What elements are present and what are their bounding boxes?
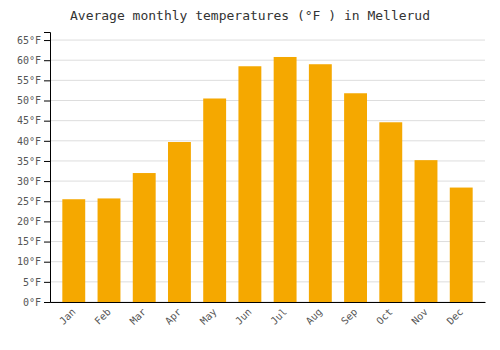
x-tick-label: Aug [304,306,325,327]
bar [238,66,261,302]
x-tick: Dec [445,306,466,327]
x-tick: Feb [92,306,113,327]
y-tick-mark [44,302,50,303]
y-tick-mark [44,101,50,102]
y-tick-mark [44,161,50,162]
y-tick-label: 35°F [17,156,41,167]
x-tick-label: Mar [128,306,149,327]
grid-line [50,100,485,101]
bar [450,188,473,302]
plot: 0°F 5°F 10°F 15°F 20°F 25°F 30°F 35°F 40°F 45°F 50… [17,33,486,327]
y-tick-label: 65°F [17,35,41,46]
y-tick: 25°F [17,196,50,207]
y-tick-mark [44,262,50,263]
bar [98,198,121,302]
x-tick-label: Jul [268,306,289,327]
y-tick-label: 10°F [17,256,41,267]
x-tick: Jun [233,306,254,327]
y-tick-label: 30°F [17,176,41,187]
bar [415,160,438,302]
y-tick: 50°F [17,95,50,106]
x-tick-label: May [198,306,219,327]
y-tick-mark [44,80,50,81]
y-tick-mark [44,181,50,182]
bar [274,57,297,302]
y-tick: 5°F [23,277,50,288]
x-tick-label: Jun [233,306,254,327]
y-tick-label: 40°F [17,136,41,147]
y-tick-mark [44,60,50,61]
y-tick-label: 50°F [17,95,41,106]
bar [168,142,191,302]
x-tick: Sep [339,306,360,327]
bar [62,199,85,302]
y-tick: 20°F [17,216,50,227]
x-tick-label: Dec [445,306,466,327]
y-tick-label: 45°F [17,115,41,126]
y-tick-mark [44,141,50,142]
y-tick-label: 5°F [23,277,41,288]
x-tick: Apr [163,306,184,327]
x-tick-label: Apr [163,306,184,327]
x-tick-label: Sep [339,306,360,327]
y-tick: 30°F [17,176,50,187]
y-tick-label: 60°F [17,55,41,66]
bar [309,64,332,302]
x-tick: Mar [128,306,149,327]
x-tick: May [198,306,219,327]
x-tick: Oct [374,306,395,327]
y-tick: 40°F [17,136,50,147]
y-tick: 60°F [17,55,50,66]
grid-line [50,60,485,61]
x-tick-label: Jan [57,306,78,327]
bar [133,173,156,302]
chart: Average monthly temperatures (°F ) in Me… [0,0,500,350]
x-tick-label: Nov [409,306,430,327]
title: Average monthly temperatures (°F ) in Me… [70,8,430,23]
y-tick-mark [44,282,50,283]
x-tick: Nov [409,306,430,327]
x-tick: Aug [304,306,325,327]
x-tick: Jul [268,306,289,327]
y-tick-label: 25°F [17,196,41,207]
y-tick-label: 15°F [17,236,41,247]
grid-line [50,140,485,141]
y-tick: 0°F [23,297,50,308]
y-tick: 55°F [17,75,50,86]
x-tick: Jan [57,306,78,327]
grid-line [50,80,485,81]
y-tick-mark [44,201,50,202]
grid [50,40,485,302]
x-axis-line [51,302,486,303]
y-tick: 15°F [17,236,50,247]
x-tick-label: Feb [92,306,113,327]
y-tick-label: 55°F [17,75,41,86]
y-tick-mark [44,242,50,243]
y-tick: 10°F [17,256,50,267]
x-axis: Jan Feb Mar Apr May Jun Jul Aug Sep Oct Nov Dec [51,303,486,327]
y-tick: 65°F [17,35,50,46]
y-axis: 0°F 5°F 10°F 15°F 20°F 25°F 30°F 35°F 40°F 45°F 50… [17,33,51,308]
y-tick-mark [44,40,50,41]
y-tick-mark [44,121,50,122]
bar [379,122,402,302]
y-tick-mark [44,221,50,222]
y-tick-label: 0°F [23,297,41,308]
bars [62,57,472,302]
y-axis-line [44,33,51,303]
bar [344,93,367,302]
x-tick-label: Oct [374,306,395,327]
y-tick: 35°F [17,156,50,167]
y-tick: 45°F [17,115,50,126]
y-tick-label: 20°F [17,216,41,227]
grid-line [50,120,485,121]
grid-line [50,40,485,41]
bar [203,98,226,302]
